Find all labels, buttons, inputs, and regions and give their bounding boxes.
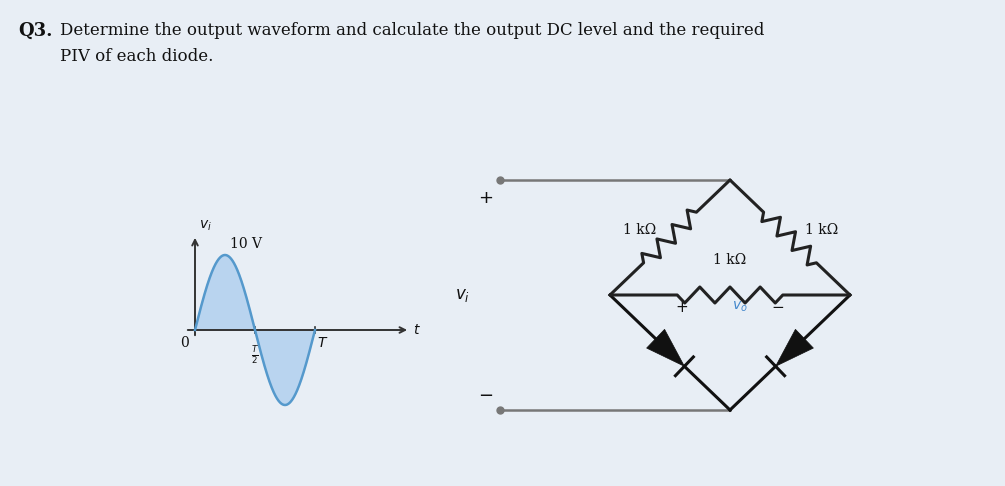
Text: $v_i$: $v_i$ <box>455 287 470 303</box>
Text: 0: 0 <box>180 336 189 350</box>
Polygon shape <box>776 330 813 366</box>
Text: 1 kΩ: 1 kΩ <box>805 223 838 237</box>
Polygon shape <box>255 330 315 405</box>
Text: Q3.: Q3. <box>18 22 52 40</box>
Text: $v_i$: $v_i$ <box>199 219 212 233</box>
Text: Determine the output waveform and calculate the output DC level and the required: Determine the output waveform and calcul… <box>60 22 765 39</box>
Text: −: − <box>772 299 784 314</box>
Text: $T$: $T$ <box>317 336 329 350</box>
Text: $v_o$: $v_o$ <box>732 300 748 314</box>
Text: +: + <box>478 189 493 207</box>
Polygon shape <box>646 330 684 366</box>
Text: 1 kΩ: 1 kΩ <box>714 253 747 267</box>
Text: 10 V: 10 V <box>230 237 262 251</box>
Text: 1 kΩ: 1 kΩ <box>623 223 656 237</box>
Polygon shape <box>195 255 255 330</box>
Text: $t$: $t$ <box>413 323 421 337</box>
Text: −: − <box>478 387 493 405</box>
Text: $\frac{T}{2}$: $\frac{T}{2}$ <box>251 344 259 366</box>
Text: +: + <box>675 299 688 314</box>
Text: PIV of each diode.: PIV of each diode. <box>60 48 213 65</box>
